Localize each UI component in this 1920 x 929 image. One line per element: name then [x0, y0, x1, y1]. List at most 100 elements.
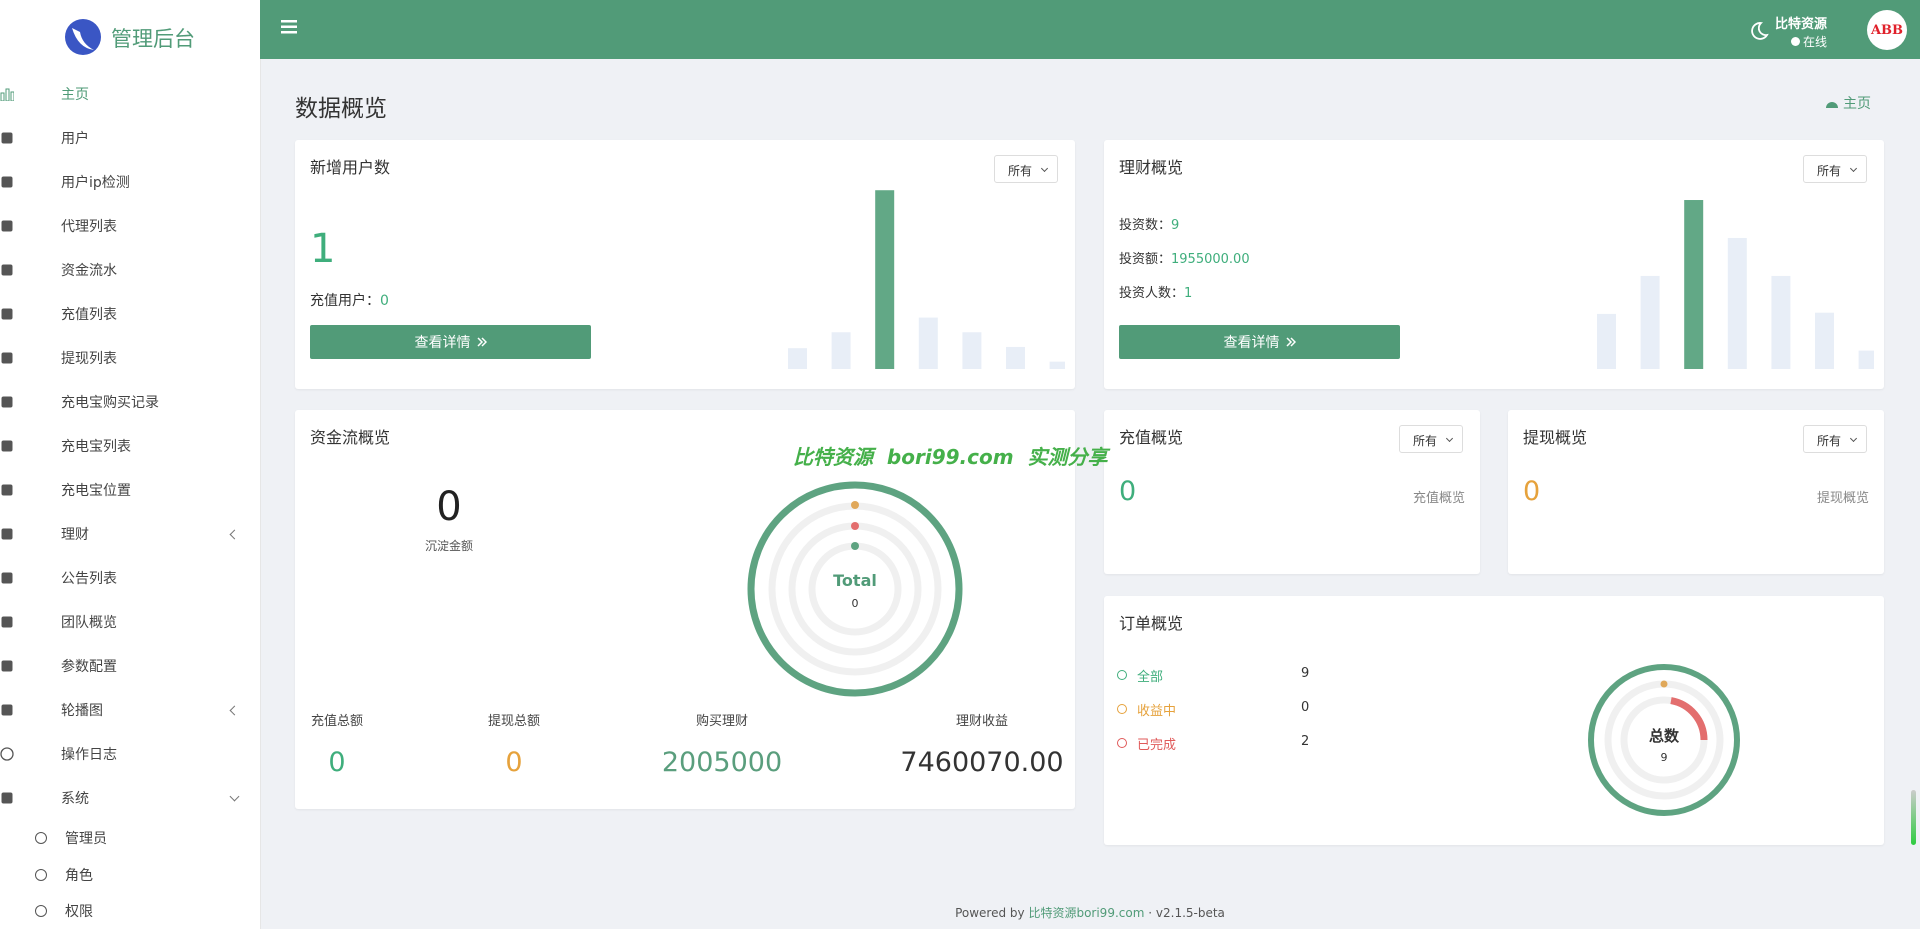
- menu-label[interactable]: 资金流水: [61, 263, 117, 279]
- submenu-item[interactable]: 管理员: [0, 820, 260, 856]
- menu-label[interactable]: 理财: [61, 527, 89, 543]
- spark-bar: [1815, 312, 1834, 369]
- menu-item[interactable]: 提现列表: [0, 336, 260, 380]
- menu-label[interactable]: 主页: [61, 87, 89, 103]
- menu-label[interactable]: 团队概览: [61, 615, 117, 631]
- ring-title: 总数: [1649, 727, 1680, 745]
- menu-item[interactable]: 资金流水: [0, 248, 260, 292]
- menu-item[interactable]: 理财: [0, 512, 260, 556]
- icon-part: [0, 92, 5, 101]
- filter-select[interactable]: 所有: [1399, 425, 1463, 453]
- breadcrumb[interactable]: 主页: [1825, 93, 1871, 113]
- count: 1: [310, 226, 336, 272]
- recharge-card: 充值概览 所有 0 充值概览: [1104, 410, 1480, 574]
- stat-label: 投资数：: [1119, 218, 1172, 233]
- menu-label[interactable]: 公告列表: [61, 571, 117, 587]
- breadcrumb-icon: [1826, 102, 1838, 108]
- menu-item[interactable]: 系统: [0, 776, 260, 820]
- menu-item[interactable]: 充电宝位置: [0, 468, 260, 512]
- submenu-label[interactable]: 管理员: [65, 831, 107, 847]
- menu-item[interactable]: 操作日志: [0, 732, 260, 776]
- breadcrumb-text[interactable]: 主页: [1843, 96, 1871, 112]
- menu-icon: [1, 440, 13, 452]
- button-text[interactable]: 查看详情: [414, 335, 471, 351]
- menu-item[interactable]: 充值列表: [0, 292, 260, 336]
- menu-label[interactable]: 充电宝位置: [61, 483, 131, 499]
- brand: 管理后台: [111, 27, 195, 51]
- menu-item[interactable]: 用户ip检测: [0, 160, 260, 204]
- detail-button[interactable]: 查看详情: [310, 325, 591, 359]
- icon-part: [1, 176, 13, 188]
- menu-item[interactable]: 轮播图: [0, 688, 260, 732]
- legend-marker: [1117, 670, 1127, 680]
- menu-label[interactable]: 用户ip检测: [61, 175, 130, 191]
- menu-icon: [1, 616, 13, 628]
- value: 0: [1523, 476, 1541, 507]
- footer-separator: ·: [1148, 906, 1153, 920]
- menu-icon: [1, 176, 13, 188]
- icon-part: [1, 484, 13, 496]
- menu-icon: [1, 352, 13, 364]
- menu-icon: [0, 747, 14, 761]
- total-ring: Total 0: [747, 481, 963, 697]
- menu-item[interactable]: 主页: [0, 72, 260, 116]
- menu-item[interactable]: 用户: [0, 116, 260, 160]
- menu-label[interactable]: 充电宝购买记录: [61, 395, 159, 411]
- icon-part: [1, 792, 13, 804]
- spark-bar: [1640, 275, 1660, 369]
- submenu-label[interactable]: 角色: [65, 867, 93, 884]
- amount: 0: [436, 484, 462, 530]
- submenu-item[interactable]: 权限: [0, 893, 260, 929]
- icon-part: [1, 660, 13, 672]
- finance-card: 理财概览 所有 投资数：9 投资额：1955000.00 投资人数：1 查看详情: [1104, 140, 1884, 389]
- menu-item[interactable]: 充电宝购买记录: [0, 380, 260, 424]
- filter-select[interactable]: 所有: [994, 155, 1058, 183]
- stat-value: 7460070.00: [900, 747, 1064, 778]
- menu-toggle[interactable]: [281, 20, 297, 34]
- icon-part: [0, 747, 14, 761]
- finance-stat: 投资数：9: [1119, 214, 1179, 233]
- footer-version: v2.1.5-beta: [1155, 906, 1225, 920]
- icon-part: [10, 91, 14, 101]
- submenu-label[interactable]: 权限: [65, 904, 93, 921]
- icon-part: [1, 616, 13, 628]
- menu-label[interactable]: 充值列表: [61, 307, 117, 323]
- menu-item[interactable]: 参数配置: [0, 644, 260, 688]
- ring-title: Total: [833, 571, 877, 590]
- button-text[interactable]: 查看详情: [1223, 335, 1280, 351]
- menu-label[interactable]: 系统: [61, 791, 89, 807]
- amount-label: 沉淀金额: [424, 539, 473, 553]
- menu-icon: [1, 528, 13, 540]
- recharge-users: 充值用户：0: [310, 290, 389, 310]
- menu-label[interactable]: 用户: [61, 131, 89, 147]
- footer-link[interactable]: 比特资源bori99.com: [1028, 906, 1145, 920]
- spark-bar: [1684, 200, 1704, 369]
- scrollbar[interactable]: [1911, 790, 1916, 845]
- legend-value: 2: [1301, 734, 1310, 749]
- caption: 充值概览: [1412, 491, 1465, 506]
- menu-label[interactable]: 轮播图: [61, 703, 103, 719]
- icon-part: [5, 88, 10, 101]
- avatar[interactable]: ABB: [1867, 10, 1907, 50]
- stat-value: 0: [328, 747, 346, 778]
- menu-label[interactable]: 参数配置: [61, 659, 117, 675]
- menu-label[interactable]: 提现列表: [61, 351, 117, 367]
- menu-item[interactable]: 公告列表: [0, 556, 260, 600]
- menu-label[interactable]: 充电宝列表: [61, 439, 131, 455]
- menu-label[interactable]: 代理列表: [61, 219, 117, 235]
- submenu-item[interactable]: 角色: [0, 857, 260, 893]
- user-name[interactable]: 比特资源: [1774, 17, 1827, 32]
- menu-item[interactable]: 团队概览: [0, 600, 260, 644]
- status-text: 在线: [1802, 35, 1827, 49]
- menu-item[interactable]: 充电宝列表: [0, 424, 260, 468]
- detail-button[interactable]: 查看详情: [1119, 325, 1400, 359]
- filter-select[interactable]: 所有: [1803, 425, 1867, 453]
- spark-bar: [1727, 237, 1747, 369]
- menu-item[interactable]: 代理列表: [0, 204, 260, 248]
- theme-toggle[interactable]: [1749, 21, 1769, 41]
- legend-marker: [1117, 738, 1127, 748]
- filter-select[interactable]: 所有: [1803, 155, 1867, 183]
- stat-value: 1955000.00: [1171, 252, 1250, 267]
- menu-label[interactable]: 操作日志: [61, 747, 117, 763]
